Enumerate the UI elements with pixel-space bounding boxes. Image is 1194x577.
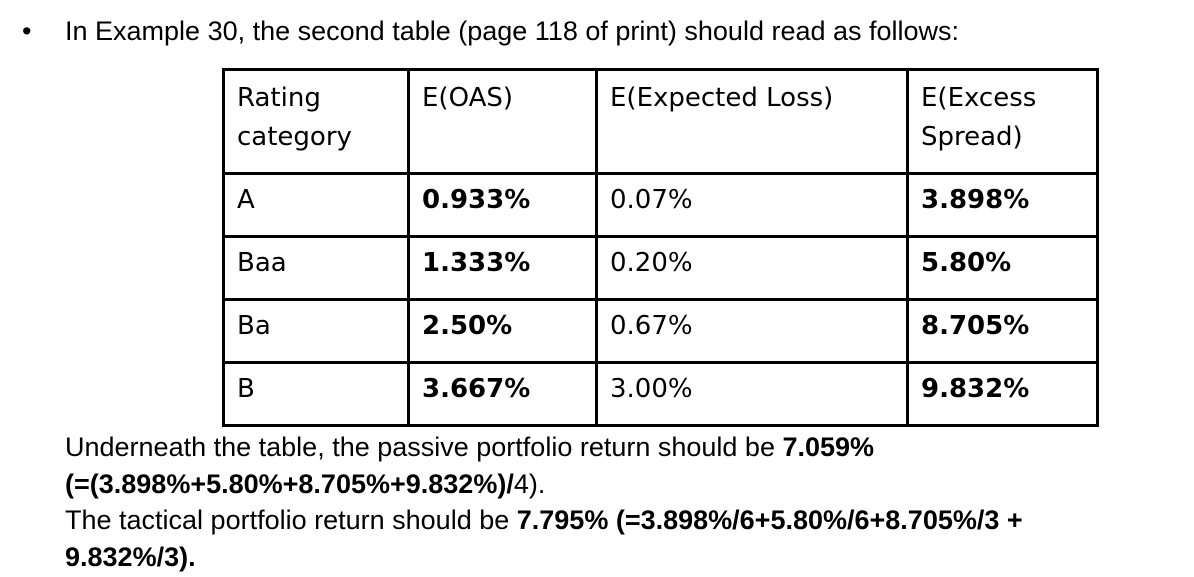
cell-rating: Ba [222, 298, 410, 364]
tactical-return-value: 7.795% (=3.898%/6+5.80%/6+8.705%/3 + [516, 505, 1023, 535]
cell-e-oas: 0.933% [407, 172, 598, 238]
cell-e-excess-spread: 5.80% [906, 235, 1099, 301]
cell-e-excess-spread: 9.832% [906, 361, 1099, 427]
header-rating-category: Rating category [222, 68, 410, 175]
table-row: Baa 1.333% 0.20% 5.80% [222, 235, 1099, 301]
rating-table-header: Rating category E(OAS) E(Expected Loss) … [222, 68, 1099, 175]
cell-e-oas: 1.333% [407, 235, 598, 301]
passive-formula-bold: (=(3.898%+5.80%+8.705%+9.832%)/ [65, 468, 514, 499]
table-row: A 0.933% 0.07% 3.898% [222, 172, 1099, 238]
table-row: Ba 2.50% 0.67% 8.705% [222, 298, 1099, 364]
table-row: B 3.667% 3.00% 9.832% [222, 361, 1099, 427]
passive-formula-line: (=(3.898%+5.80%+8.705%+9.832%)/4). [65, 466, 1023, 503]
tactical-formula-bold: 9.832%/3). [65, 541, 196, 572]
cell-e-expected-loss: 3.00% [595, 361, 909, 427]
tactical-formula-line: 9.832%/3). [65, 539, 1023, 576]
rating-table-body: A 0.933% 0.07% 3.898% Baa 1.333% 0.20% 5… [222, 172, 1099, 427]
cell-e-oas: 2.50% [407, 298, 598, 364]
cell-e-excess-spread: 3.898% [906, 172, 1099, 238]
passive-formula-regular: 4). [513, 468, 546, 499]
table-header-row: Rating category E(OAS) E(Expected Loss) … [222, 68, 1099, 175]
passive-return-text: Underneath the table, the passive portfo… [65, 432, 783, 462]
tactical-return-text: The tactical portfolio return should be [65, 505, 517, 535]
cell-e-expected-loss: 0.67% [595, 298, 909, 364]
cell-rating: A [222, 172, 410, 238]
cell-rating: Baa [222, 235, 410, 301]
passive-return-value: 7.059% [782, 432, 875, 462]
header-e-oas: E(OAS) [407, 68, 598, 175]
bullet-marker: • [22, 16, 32, 46]
passive-return-line: Underneath the table, the passive portfo… [65, 429, 1023, 466]
header-e-expected-loss: E(Expected Loss) [595, 68, 909, 175]
rating-table: Rating category E(OAS) E(Expected Loss) … [222, 68, 1099, 427]
notes-paragraph: Underneath the table, the passive portfo… [65, 429, 1023, 575]
cell-e-excess-spread: 8.705% [906, 298, 1099, 364]
tactical-return-line: The tactical portfolio return should be … [65, 502, 1023, 539]
intro-text: In Example 30, the second table (page 11… [65, 16, 960, 46]
bullet-list-item: • In Example 30, the second table (page 1… [22, 14, 959, 48]
cell-e-oas: 3.667% [407, 361, 598, 427]
cell-e-expected-loss: 0.20% [595, 235, 909, 301]
cell-e-expected-loss: 0.07% [595, 172, 909, 238]
cell-rating: B [222, 361, 410, 427]
header-e-excess-spread: E(Excess Spread) [906, 68, 1099, 175]
